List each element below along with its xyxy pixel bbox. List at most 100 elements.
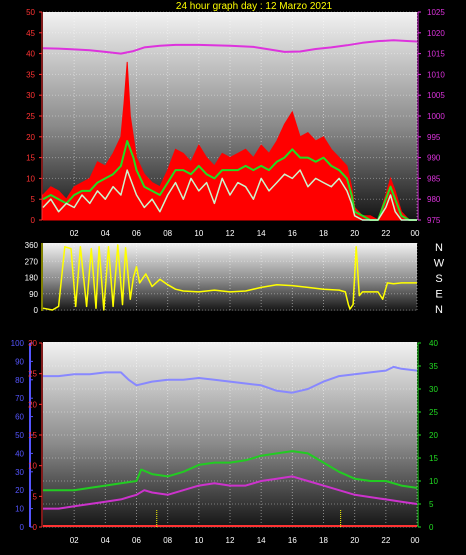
pressure-right-label-985: 985 [427,174,441,183]
pressure-right-label-1020: 1020 [427,29,445,38]
temperature-x-tick-04: 04 [101,536,110,545]
humidity-axis: 0 10 20 30 40 50 60 70 80 90 100 [11,339,33,532]
wind-left-label-20: 20 [26,133,35,142]
temperature-x-tick-02: 02 [70,536,79,545]
temperature-x-tick-08: 08 [163,536,172,545]
temperature-label-5: 5 [429,500,434,509]
direction-label-270: 270 [25,257,39,266]
wind-pressure-x-tick-00: 00 [411,229,420,238]
direction-label-0: 0 [34,306,39,315]
humidity-label-10: 10 [15,505,24,514]
rain-label-5: 5 [33,492,38,501]
wind-pressure-x-tick-02: 02 [70,229,79,238]
temperature-panel: 0 10 20 30 40 50 60 70 80 90 100 0 5 10 15 20 25 30 0 5 10… [11,339,439,545]
temperature-x-tick-06: 06 [132,536,141,545]
series-direction [42,244,417,311]
wind-pressure-x-tick-08: 08 [163,229,172,238]
temperature-label-25: 25 [429,408,438,417]
temperature-series [43,365,418,527]
compass-label-3: E [435,289,442,301]
series-wind-now [42,169,417,221]
rain-axis: 0 5 10 15 20 25 30 [28,339,43,532]
wind-left-label-5: 5 [31,195,36,204]
wind-pressure-x-tick-14: 14 [257,229,266,238]
rain-label-15: 15 [28,431,37,440]
wind-left-label-45: 45 [26,29,35,38]
series-dewpoint [43,475,418,510]
wind-pressure-x-axis: 02 04 06 08 10 12 14 16 18 20 22 00 [70,229,420,238]
wind-direction-left-axis: 0 90 180 270 360 [25,241,43,315]
humidity-label-80: 80 [15,376,24,385]
wind-left-label-0: 0 [31,216,36,225]
wind-left-label-35: 35 [26,70,35,79]
wind-left-label-25: 25 [26,112,35,121]
temperature-right-axis: 0 5 10 15 20 25 30 35 40 [417,339,438,532]
temperature-x-tick-22: 22 [381,536,390,545]
wind-pressure-x-tick-16: 16 [288,229,297,238]
pressure-right-label-980: 980 [427,195,441,204]
humidity-label-30: 30 [15,468,24,477]
temperature-x-tick-16: 16 [288,536,297,545]
wind-left-label-40: 40 [26,50,35,59]
wind-left-label-50: 50 [26,8,35,17]
pressure-right-label-1010: 1010 [427,70,445,79]
temperature-x-tick-20: 20 [350,536,359,545]
temperature-label-40: 40 [429,339,438,348]
wind-left-label-10: 10 [26,174,35,183]
wind-direction-series [42,244,417,311]
wind-pressure-left-axis: 0 5 10 15 20 25 30 35 40 45 50 [26,8,43,225]
wind-pressure-x-tick-18: 18 [319,229,328,238]
compass-label-1: W [434,258,445,270]
humidity-label-100: 100 [11,339,25,348]
temperature-label-15: 15 [429,454,438,463]
rain-label-20: 20 [28,400,37,409]
direction-label-90: 90 [29,290,38,299]
wind-left-label-15: 15 [26,154,35,163]
pressure-right-label-1025: 1025 [427,8,445,17]
wind-pressure-x-tick-06: 06 [132,229,141,238]
rain-label-30: 30 [28,339,37,348]
pressure-right-label-990: 990 [427,154,441,163]
wind-pressure-right-axis: 975 980 985 990 995 1000 1005 1010 1015 1020 1025 [417,8,445,225]
temperature-x-tick-12: 12 [226,536,235,545]
pressure-right-label-1005: 1005 [427,91,445,100]
chart-title: 24 hour graph day : 12 Marzo 2021 [176,1,333,12]
temperature-label-0: 0 [429,523,434,532]
wind-pressure-x-tick-12: 12 [226,229,235,238]
temperature-x-tick-10: 10 [194,536,203,545]
humidity-label-60: 60 [15,413,24,422]
rain-label-0: 0 [33,523,38,532]
direction-label-360: 360 [25,241,39,250]
direction-label-180: 180 [25,274,39,283]
temperature-label-20: 20 [429,431,438,440]
humidity-label-90: 90 [15,357,24,366]
wind-pressure-x-tick-04: 04 [101,229,110,238]
humidity-label-70: 70 [15,394,24,403]
compass-label-4: N [435,304,443,316]
humidity-label-0: 0 [20,523,25,532]
rain-label-25: 25 [28,370,37,379]
temperature-label-10: 10 [429,477,438,486]
temperature-x-tick-14: 14 [257,536,266,545]
humidity-label-20: 20 [15,486,24,495]
series-humidity [43,365,418,394]
compass-label-0: N [435,242,443,254]
series-temperature [43,450,418,492]
temperature-label-35: 35 [429,362,438,371]
compass-label-2: S [435,273,442,285]
series-wind-avg [42,140,417,221]
humidity-label-40: 40 [15,449,24,458]
wind-pressure-x-tick-22: 22 [381,229,390,238]
temperature-x-tick-00: 00 [411,536,420,545]
pressure-right-label-995: 995 [427,133,441,142]
wind-pressure-x-tick-10: 10 [194,229,203,238]
series-pressure [42,39,418,55]
pressure-right-label-1015: 1015 [427,50,445,59]
pressure-right-label-975: 975 [427,216,441,225]
temperature-label-30: 30 [429,385,438,394]
pressure-right-label-1000: 1000 [427,112,445,121]
